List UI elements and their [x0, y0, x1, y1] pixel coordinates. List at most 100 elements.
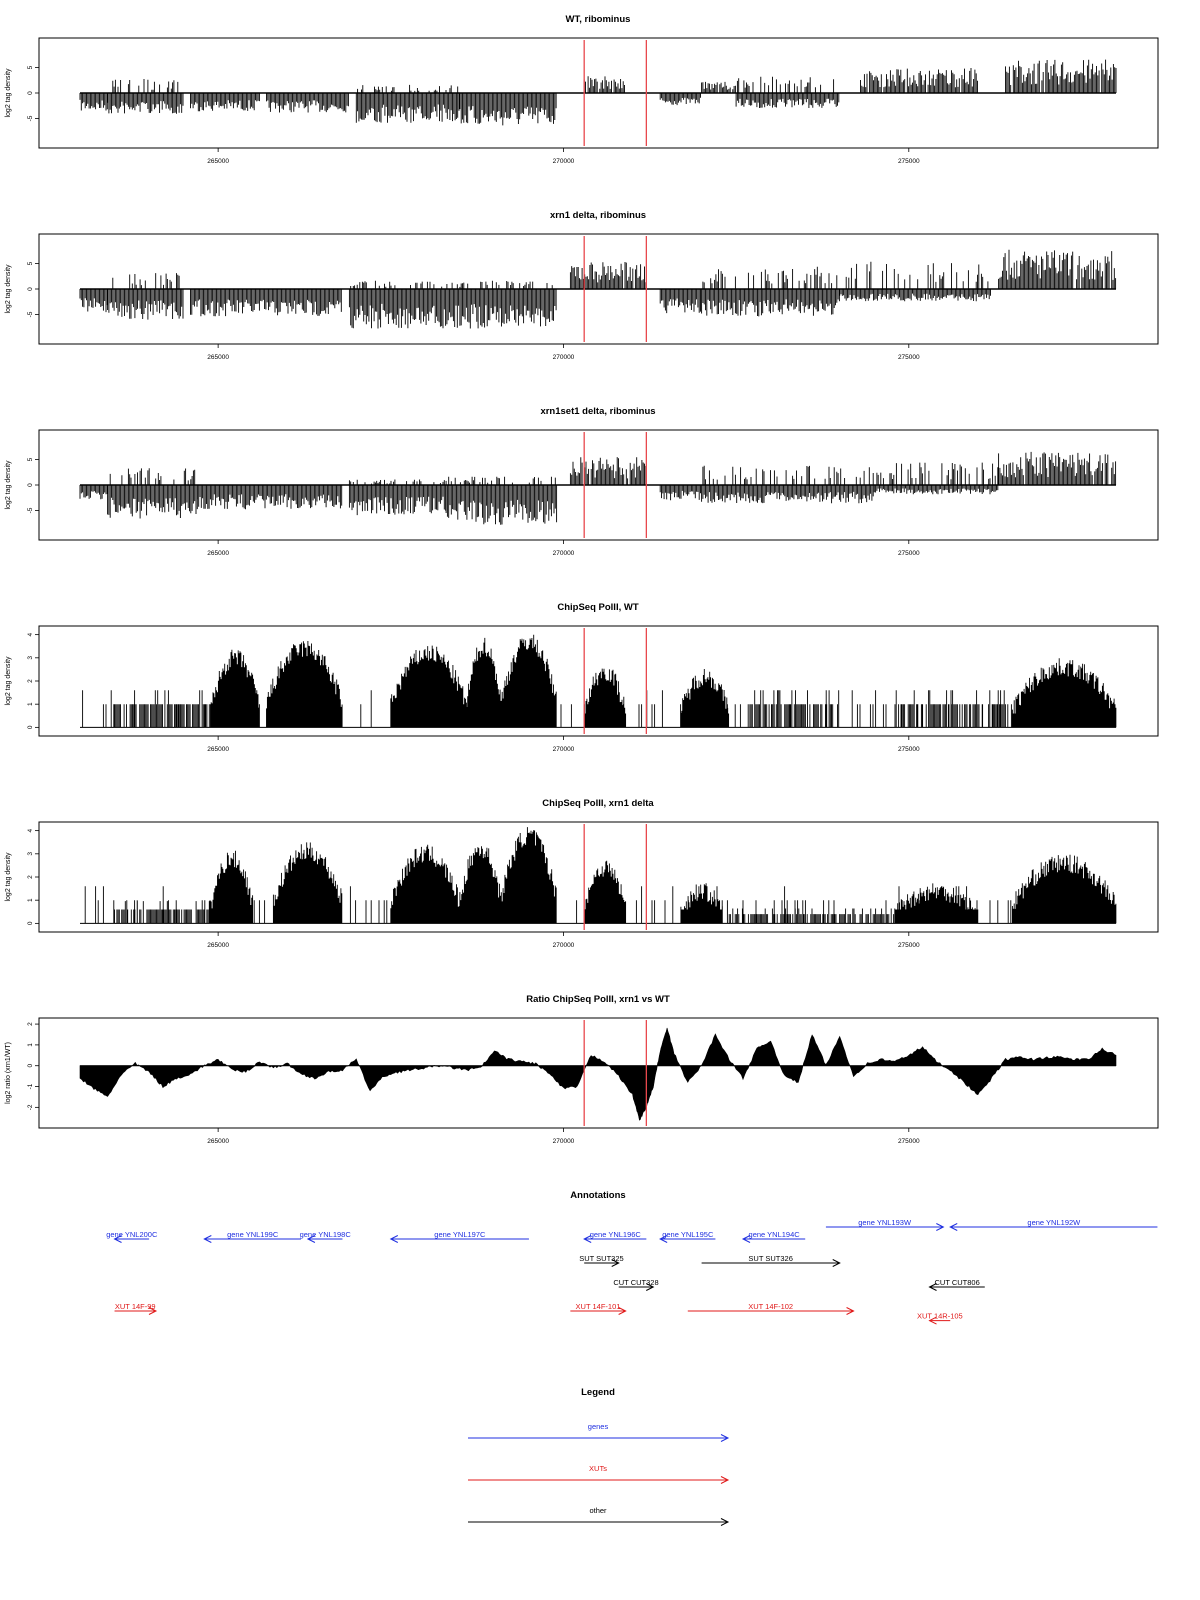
feature-label: CUT CUT806 — [934, 1278, 979, 1287]
x-tick-label: 270000 — [553, 354, 575, 361]
panel-title: Ratio ChipSeq PolII, xrn1 vs WT — [526, 994, 670, 1005]
x-tick-label: 265000 — [207, 550, 229, 557]
x-tick-label: 275000 — [898, 158, 920, 165]
x-tick-label: 265000 — [207, 746, 229, 753]
feature-arrow-head — [618, 1307, 627, 1315]
feature-arrow-head — [113, 1235, 122, 1243]
annotations-panel: Annotations gene YNL200C gene YNL199C gene … — [106, 1190, 1158, 1325]
feature-arrow-head — [148, 1307, 158, 1315]
y-tick-label: 2 — [27, 679, 34, 683]
legend-arrow-head — [720, 1476, 730, 1484]
feature-arrow-head — [832, 1259, 841, 1267]
legend-label: XUTs — [589, 1464, 607, 1473]
legend-arrow-head — [720, 1434, 730, 1442]
feature-label: gene YNL200C — [106, 1230, 158, 1239]
x-tick-label: 265000 — [207, 354, 229, 361]
panel-wt: WT, ribominus log2 tag density -5 0 5 265000 2… — [5, 14, 1159, 165]
chip-bars — [82, 634, 1117, 728]
density-bars — [79, 249, 1117, 329]
y-tick-label: 0 — [27, 921, 34, 925]
annotation-feature: XUT 14F-102 — [687, 1302, 855, 1315]
feature-label: SUT SUT326 — [748, 1254, 792, 1263]
y-axis-label: log2 tag density — [5, 852, 12, 902]
y-axis-label: log2 tag density — [5, 656, 12, 706]
legend-item: XUTs — [468, 1464, 730, 1484]
panel-xrn1: xrn1 delta, ribominus log2 tag density -5 0… — [5, 210, 1159, 361]
y-axis-label: log2 tag density — [5, 68, 12, 118]
feature-arrow-head — [928, 1283, 937, 1291]
feature-arrow-head — [646, 1283, 655, 1291]
panel-title: xrn1set1 delta, ribominus — [540, 406, 655, 417]
density-bars — [79, 451, 1117, 525]
y-tick-label: 0 — [27, 287, 34, 291]
y-tick-label: 5 — [27, 261, 34, 265]
feature-label: gene YNL197C — [434, 1230, 486, 1239]
y-tick-label: 4 — [27, 632, 34, 636]
annotation-feature: gene YNL199C — [203, 1230, 302, 1243]
annotation-feature: XUT 14R-105 — [917, 1312, 963, 1325]
feature-arrow-head — [389, 1235, 399, 1243]
panel-title: ChipSeq PolII, WT — [557, 602, 638, 613]
feature-arrow-head — [611, 1259, 620, 1267]
y-tick-label: 0 — [27, 91, 34, 95]
panel-xrn1set1: xrn1set1 delta, ribominus log2 tag densit… — [5, 406, 1159, 557]
feature-label: SUT SUT325 — [579, 1254, 623, 1263]
feature-label: XUT 14R-105 — [917, 1312, 963, 1321]
y-tick-label: 2 — [27, 1022, 34, 1026]
y-tick-label: 1 — [27, 702, 34, 706]
data-bars — [79, 249, 1117, 329]
x-tick-label: 265000 — [207, 942, 229, 949]
feature-arrow-head — [928, 1316, 937, 1325]
panel-title: ChipSeq PolII, xrn1 delta — [542, 798, 654, 809]
feature-label: CUT CUT328 — [613, 1278, 658, 1287]
legend-arrow-head — [720, 1518, 730, 1526]
data-bars — [80, 827, 1117, 924]
y-tick-label: 1 — [27, 1043, 34, 1047]
ratio-area — [79, 1027, 1117, 1121]
annotation-feature: gene YNL195C — [659, 1230, 716, 1243]
x-tick-label: 270000 — [553, 942, 575, 949]
density-bars — [79, 59, 1117, 126]
annotation-feature: CUT CUT806 — [928, 1278, 985, 1291]
feature-label: gene YNL196C — [590, 1230, 642, 1239]
feature-label: gene YNL194C — [749, 1230, 801, 1239]
feature-label: gene YNL192W — [1027, 1218, 1081, 1227]
feature-arrow-head — [741, 1235, 751, 1243]
y-tick-label: 3 — [27, 852, 34, 856]
annotation-feature: gene YNL198C — [300, 1230, 352, 1243]
x-tick-label: 275000 — [898, 942, 920, 949]
feature-arrow-head — [583, 1235, 592, 1243]
y-tick-label: -2 — [27, 1104, 34, 1110]
annotation-feature: gene YNL193W — [825, 1218, 945, 1231]
legend-item: genes — [468, 1422, 730, 1442]
feature-arrow-head — [306, 1235, 316, 1243]
annotation-feature: gene YNL194C — [741, 1230, 806, 1243]
x-tick-label: 265000 — [207, 158, 229, 165]
y-tick-label: -5 — [27, 311, 34, 317]
x-tick-label: 275000 — [898, 1138, 920, 1145]
y-tick-label: -1 — [27, 1083, 34, 1089]
y-tick-label: 2 — [27, 875, 34, 879]
annotation-feature: SUT SUT325 — [579, 1254, 624, 1267]
annotation-feature: SUT SUT326 — [701, 1254, 841, 1267]
panel-title: WT, ribominus — [566, 14, 631, 25]
y-tick-label: 0 — [27, 1064, 34, 1068]
feature-label: gene YNL198C — [300, 1230, 352, 1239]
data-bars — [79, 1027, 1117, 1121]
data-bars — [80, 634, 1117, 728]
annotation-feature: gene YNL192W — [949, 1218, 1158, 1231]
panel-title: xrn1 delta, ribominus — [550, 210, 646, 221]
y-axis-label: log2 ratio (xrn1/WT) — [5, 1042, 12, 1104]
y-axis-label: log2 tag density — [5, 264, 12, 314]
plot-frame — [38, 1017, 1159, 1129]
legend-label: other — [589, 1506, 607, 1515]
annotation-feature: gene YNL200C — [106, 1230, 158, 1243]
x-tick-label: 270000 — [553, 550, 575, 557]
feature-label: XUT 14F-99 — [115, 1302, 156, 1311]
y-tick-label: 5 — [27, 457, 34, 461]
feature-label: gene YNL193W — [858, 1218, 912, 1227]
annotation-feature: gene YNL196C — [583, 1230, 647, 1243]
feature-label: gene YNL195C — [662, 1230, 714, 1239]
